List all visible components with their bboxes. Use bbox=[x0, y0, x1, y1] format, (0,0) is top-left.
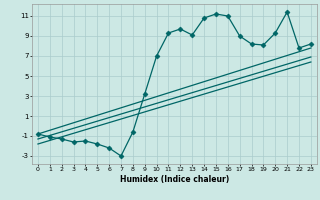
X-axis label: Humidex (Indice chaleur): Humidex (Indice chaleur) bbox=[120, 175, 229, 184]
